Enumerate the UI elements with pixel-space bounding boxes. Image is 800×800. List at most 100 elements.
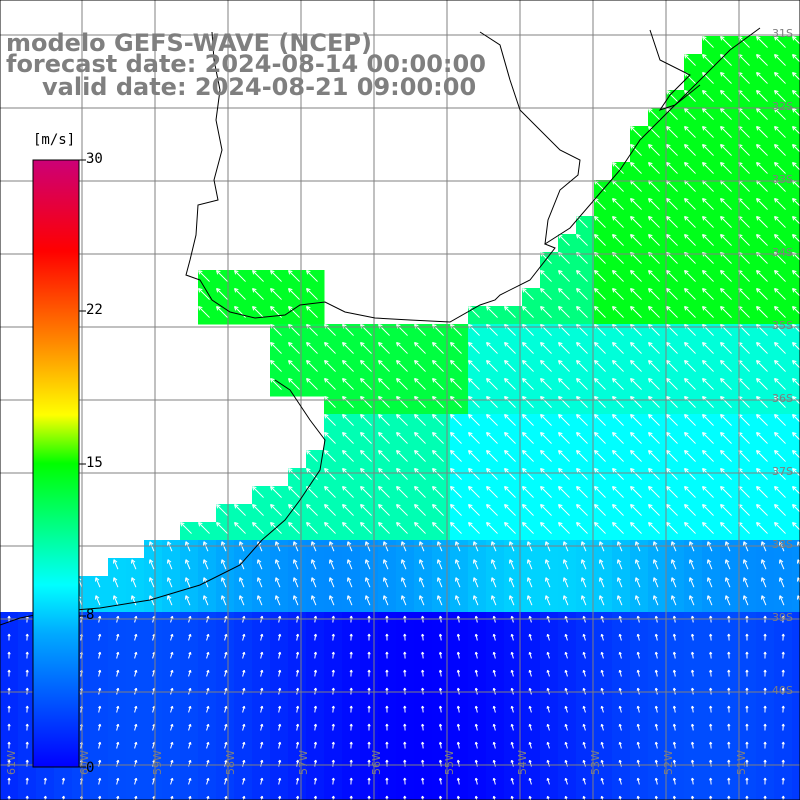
wind-arrow — [612, 306, 624, 318]
wind-arrow — [684, 72, 696, 84]
wind-arrow — [684, 108, 696, 120]
wind-arrow-head — [594, 414, 599, 419]
wind-arrow — [666, 396, 678, 408]
wind-arrow-head — [774, 342, 779, 347]
wind-arrow — [738, 126, 750, 138]
wind-arrow-head — [414, 468, 419, 473]
wind-arrow-head — [522, 450, 527, 455]
wind-arrow — [522, 378, 534, 390]
wind-arrow — [684, 180, 696, 192]
wind-arrow — [720, 108, 732, 120]
wind-arrow — [594, 270, 606, 282]
wind-arrow — [324, 378, 336, 390]
wind-arrow-head — [756, 72, 761, 77]
wind-arrow — [342, 432, 354, 444]
wind-arrow-head — [702, 144, 707, 149]
colorbar-tick-label: 0 — [86, 760, 95, 776]
colorbar-tick-label: 22 — [86, 302, 103, 318]
wind-arrow — [558, 378, 570, 390]
wind-arrow — [720, 144, 732, 156]
wind-speed-cell — [792, 450, 800, 469]
wind-arrow — [432, 378, 444, 390]
wind-speed-cell — [504, 792, 523, 800]
wind-speed-cell — [216, 792, 235, 800]
wind-arrow — [594, 216, 606, 228]
wind-arrow-head — [576, 288, 581, 293]
wind-arrow-head — [666, 126, 671, 131]
wind-arrow — [756, 270, 768, 282]
wind-arrow-head — [504, 432, 509, 437]
wind-arrow-head — [468, 432, 473, 437]
wind-arrow — [342, 396, 354, 408]
wind-arrow-head — [702, 162, 707, 167]
wind-arrow-head — [522, 360, 527, 365]
wind-arrow-head — [792, 108, 797, 113]
wind-speed-cell — [414, 792, 433, 800]
wind-arrow-head — [504, 360, 509, 365]
wind-arrow — [468, 360, 480, 372]
wind-arrow — [450, 414, 462, 426]
wind-arrow-head — [306, 378, 311, 383]
wind-arrow-head — [702, 306, 707, 311]
wind-arrow-head — [342, 468, 347, 473]
wind-arrow — [288, 378, 300, 390]
wind-arrow-head — [630, 198, 635, 203]
wind-arrow-head — [378, 342, 383, 347]
wind-arrow-head — [792, 216, 797, 221]
wind-arrow-head — [288, 378, 293, 383]
wind-arrow — [720, 414, 732, 426]
wind-arrow — [630, 360, 642, 372]
wind-arrow — [612, 270, 624, 282]
wind-arrow — [738, 342, 750, 354]
wind-speed-cell — [792, 414, 800, 433]
wind-arrow-head — [288, 324, 293, 329]
wind-arrow-head — [756, 288, 761, 293]
wind-arrow — [486, 378, 498, 390]
wind-arrow — [774, 72, 786, 84]
wind-arrow — [756, 396, 768, 408]
wind-arrow — [756, 342, 768, 354]
wind-arrow — [684, 450, 696, 462]
wind-arrow-head — [540, 432, 545, 437]
wind-arrow — [612, 342, 624, 354]
wind-arrow — [360, 360, 372, 372]
wind-arrow-head — [774, 234, 779, 239]
wind-arrow — [360, 450, 372, 462]
wind-arrow-head — [720, 342, 725, 347]
longitude-label: 53W — [589, 750, 602, 775]
wind-arrow-head — [306, 468, 311, 473]
wind-speed-cell — [792, 648, 800, 667]
wind-speed-cell — [234, 792, 253, 800]
wind-arrow — [630, 450, 642, 462]
wind-arrow-head — [666, 360, 671, 365]
wind-arrow — [666, 342, 678, 354]
wind-arrow-head — [360, 378, 365, 383]
wind-arrow — [792, 216, 800, 225]
wind-arrow-head — [612, 288, 617, 293]
wind-arrow-head — [612, 450, 617, 455]
wind-arrow — [432, 342, 444, 354]
colorbar — [32, 159, 80, 768]
wind-arrow — [198, 270, 210, 282]
wind-arrow-head — [702, 324, 707, 329]
wind-arrow-head — [360, 324, 365, 329]
wind-arrow-head — [378, 324, 383, 329]
wind-arrow — [756, 378, 768, 390]
wind-arrow-head — [414, 450, 419, 455]
wind-arrow — [684, 54, 696, 66]
wind-arrow — [684, 360, 696, 372]
wind-arrow — [648, 324, 660, 336]
wind-arrow — [648, 378, 660, 390]
wind-arrow-head — [792, 90, 797, 95]
wind-arrow — [558, 288, 570, 300]
wind-arrow-head — [684, 288, 689, 293]
wind-arrow — [792, 144, 800, 153]
wind-arrow-head — [504, 324, 509, 329]
wind-arrow-head — [450, 450, 455, 455]
wind-arrow — [792, 180, 800, 189]
wind-arrow-head — [252, 306, 257, 311]
wind-arrow — [594, 432, 606, 444]
wind-arrow-head — [540, 468, 545, 473]
wind-arrow — [774, 360, 786, 372]
wind-arrow — [738, 432, 750, 444]
